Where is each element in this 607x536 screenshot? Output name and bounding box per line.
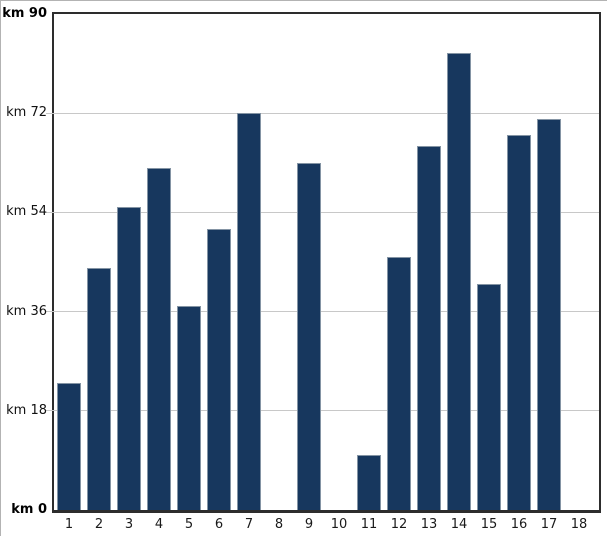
y-axis-label: km 54 xyxy=(6,204,47,220)
y-axis-label: km 0 xyxy=(11,502,47,517)
x-axis-label-8: 8 xyxy=(274,517,284,532)
x-axis-label-17: 17 xyxy=(540,517,558,532)
x-axis-label-5: 5 xyxy=(184,517,194,532)
gridline-18 xyxy=(54,410,599,412)
bar-9 xyxy=(297,162,321,510)
y-axis-tick xyxy=(46,410,54,412)
bar-12 xyxy=(387,256,411,510)
plot-inner xyxy=(46,14,599,510)
x-axis-label-2: 2 xyxy=(94,517,104,532)
gridline-54 xyxy=(54,211,599,213)
x-axis-label-3: 3 xyxy=(124,517,134,532)
bar-3 xyxy=(117,206,141,510)
bar-14 xyxy=(447,52,471,510)
bar-16 xyxy=(507,135,531,510)
gridline-72 xyxy=(54,112,599,114)
bar-7 xyxy=(237,113,261,510)
x-axis-label-18: 18 xyxy=(570,517,588,532)
y-axis-tick xyxy=(46,211,54,213)
bar-15 xyxy=(477,284,501,510)
bar-6 xyxy=(207,228,231,510)
x-axis-label-4: 4 xyxy=(154,517,164,532)
bar-13 xyxy=(417,146,441,510)
y-axis-label: km 36 xyxy=(6,303,47,319)
x-axis-label-11: 11 xyxy=(360,517,378,532)
y-axis-label: km 18 xyxy=(6,402,47,418)
bar-11 xyxy=(357,454,381,510)
x-axis-label-16: 16 xyxy=(510,517,528,532)
bar-5 xyxy=(177,306,201,510)
x-axis-label-13: 13 xyxy=(420,517,438,532)
bar-17 xyxy=(537,118,561,510)
x-axis-label-6: 6 xyxy=(214,517,224,532)
bar-2 xyxy=(87,267,111,510)
y-axis-tick xyxy=(46,311,54,313)
x-axis-label-15: 15 xyxy=(480,517,498,532)
x-axis-label-1: 1 xyxy=(64,517,74,532)
plot-area xyxy=(46,12,601,513)
x-axis-label-10: 10 xyxy=(330,517,348,532)
x-axis-label-12: 12 xyxy=(390,517,408,532)
x-axis-label-7: 7 xyxy=(244,517,254,532)
y-axis-tick xyxy=(46,112,54,114)
y-axis-label: km 72 xyxy=(6,105,47,121)
x-axis-label-9: 9 xyxy=(304,517,314,532)
gridline-36 xyxy=(54,311,599,313)
y-axis-label: km 90 xyxy=(2,6,47,21)
bar-4 xyxy=(147,168,171,510)
bar-1 xyxy=(57,383,81,510)
x-axis-label-14: 14 xyxy=(450,517,468,532)
